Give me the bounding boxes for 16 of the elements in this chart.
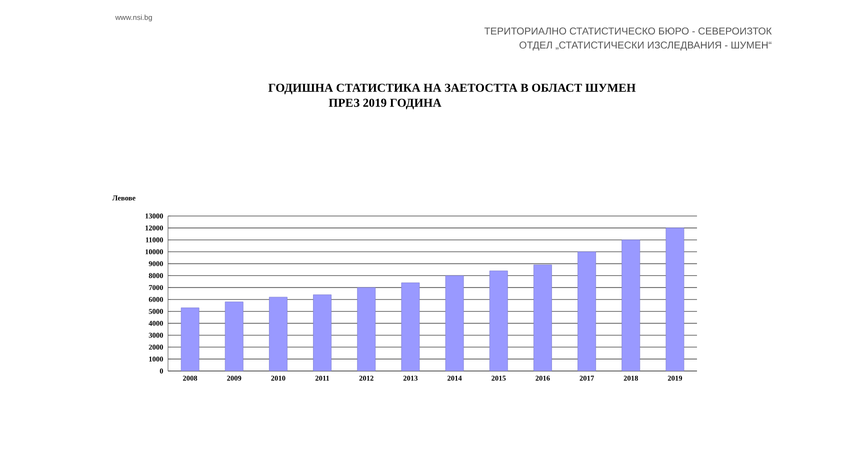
bar bbox=[180, 308, 200, 371]
bar bbox=[489, 270, 508, 371]
bar bbox=[666, 228, 684, 371]
chart-title: ГОДИШНА СТАТИСТИКА НА ЗАЕТОСТТА В ОБЛАСТ ШУМЕН bbox=[268, 84, 636, 94]
bar bbox=[357, 287, 376, 371]
bar bbox=[224, 302, 244, 371]
bar bbox=[269, 296, 288, 371]
bar bbox=[313, 294, 332, 371]
text: ТЕРИТОРИАЛНО СТАТИСТИЧЕСКО БЮРО - СЕВЕРОИЗТОК bbox=[484, 27, 772, 35]
chart-subtitle: ПРЕЗ 2019 ГОДИНА bbox=[328, 98, 442, 110]
text: ОТДЕЛ „СТАТИСТИЧЕСКИ ИЗСЛЕДВАНИЯ - ШУМЕН“ bbox=[520, 42, 772, 50]
bar bbox=[534, 264, 552, 371]
bar bbox=[622, 240, 640, 371]
bar bbox=[401, 282, 420, 371]
bar bbox=[445, 275, 464, 371]
bar bbox=[578, 252, 596, 371]
